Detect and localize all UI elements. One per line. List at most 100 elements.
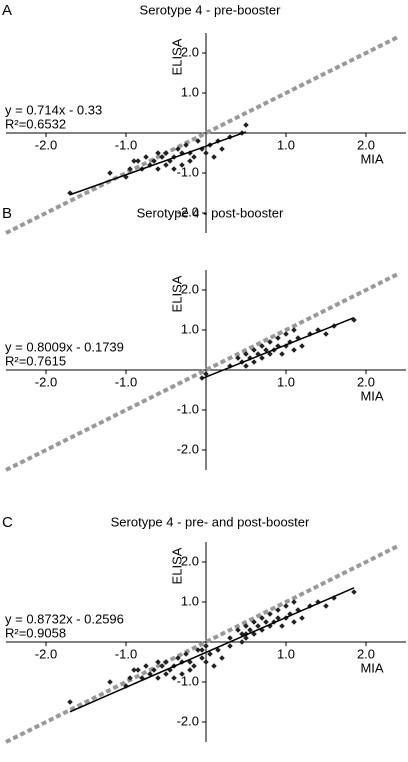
equation: y = 0.714x - 0.33 <box>5 102 102 117</box>
data-point <box>123 683 129 689</box>
data-point <box>107 170 113 176</box>
data-point <box>259 627 265 633</box>
fit-line <box>69 131 247 196</box>
data-point <box>163 671 169 677</box>
r-squared: R²=0.7615 <box>5 353 66 368</box>
data-point <box>191 663 197 669</box>
data-point <box>267 611 273 617</box>
data-point <box>243 363 249 369</box>
data-point <box>275 335 281 341</box>
data-point <box>203 371 209 377</box>
data-point <box>291 327 297 333</box>
data-point <box>291 619 297 625</box>
data-point <box>351 589 357 595</box>
x-tick-label: -2.0 <box>35 646 57 661</box>
data-point <box>155 150 161 156</box>
data-point <box>187 659 193 665</box>
data-point <box>295 607 301 613</box>
x-tick-label: -1.0 <box>115 646 137 661</box>
equation: y = 0.8732x - 0.2596 <box>5 611 124 626</box>
data-point <box>127 675 133 681</box>
r-squared: R²=0.9058 <box>5 625 66 640</box>
identity-line <box>5 272 399 472</box>
data-point <box>191 154 197 160</box>
data-point <box>219 655 225 661</box>
data-point <box>279 623 285 629</box>
y-tick-label: 2.0 <box>181 281 199 296</box>
data-point <box>179 659 185 665</box>
data-point <box>243 623 249 629</box>
data-point <box>287 611 293 617</box>
identity-line <box>5 35 399 235</box>
y-tick-label: 2.0 <box>181 553 199 568</box>
data-point <box>291 347 297 353</box>
data-point <box>175 655 181 661</box>
data-point <box>239 631 245 637</box>
x-tick-label: -2.0 <box>35 137 57 152</box>
data-point <box>235 627 241 633</box>
data-point <box>323 603 329 609</box>
data-point <box>207 651 213 657</box>
data-point <box>323 331 329 337</box>
data-point <box>195 647 201 653</box>
data-point <box>183 651 189 657</box>
y-tick-label: 1.0 <box>181 593 199 608</box>
x-tick-label: 2.0 <box>357 137 375 152</box>
data-point <box>187 667 193 673</box>
data-point <box>155 675 161 681</box>
data-point <box>267 339 273 345</box>
fit-line <box>69 587 355 713</box>
data-point <box>143 663 149 669</box>
data-point <box>255 623 261 629</box>
data-point <box>179 162 185 168</box>
y-tick-label: 2.0 <box>181 44 199 59</box>
data-point <box>151 667 157 673</box>
data-point <box>275 607 281 613</box>
x-axis-label: MIA <box>360 151 383 166</box>
x-tick-label: -1.0 <box>115 374 137 389</box>
data-point <box>179 671 185 677</box>
y-tick-label: 1.0 <box>181 321 199 336</box>
data-point <box>243 635 249 641</box>
data-point <box>163 150 169 156</box>
data-point <box>259 615 265 621</box>
data-point <box>187 158 193 164</box>
x-tick-label: 1.0 <box>277 646 295 661</box>
data-point <box>299 343 305 349</box>
y-tick-label: -2.0 <box>177 441 199 456</box>
data-point <box>67 190 73 196</box>
y-tick-label: -2.0 <box>177 713 199 728</box>
data-point <box>147 671 153 677</box>
data-point <box>183 142 189 148</box>
y-tick-label: 1.0 <box>181 84 199 99</box>
data-point <box>171 675 177 681</box>
data-point <box>275 615 281 621</box>
data-point <box>131 158 137 164</box>
identity-line <box>5 544 399 744</box>
data-point <box>163 659 169 665</box>
data-point <box>203 150 209 156</box>
data-point <box>227 643 233 649</box>
data-point <box>259 355 265 361</box>
data-point <box>155 166 161 172</box>
data-point <box>247 627 253 633</box>
y-tick-label: -1.0 <box>177 673 199 688</box>
data-point <box>211 154 217 160</box>
data-point <box>243 122 249 128</box>
x-tick-label: -1.0 <box>115 137 137 152</box>
data-point <box>279 351 285 357</box>
x-axis-label: MIA <box>360 660 383 675</box>
data-point <box>155 659 161 665</box>
data-point <box>283 603 289 609</box>
data-point <box>243 351 249 357</box>
x-axis-label: MIA <box>360 388 383 403</box>
y-axis-label: ELISA <box>169 275 184 312</box>
data-point <box>239 639 245 645</box>
data-point <box>135 667 141 673</box>
data-point <box>203 643 209 649</box>
y-axis-label: ELISA <box>169 38 184 75</box>
data-point <box>259 343 265 349</box>
data-point <box>331 595 337 601</box>
x-tick-label: 2.0 <box>357 374 375 389</box>
